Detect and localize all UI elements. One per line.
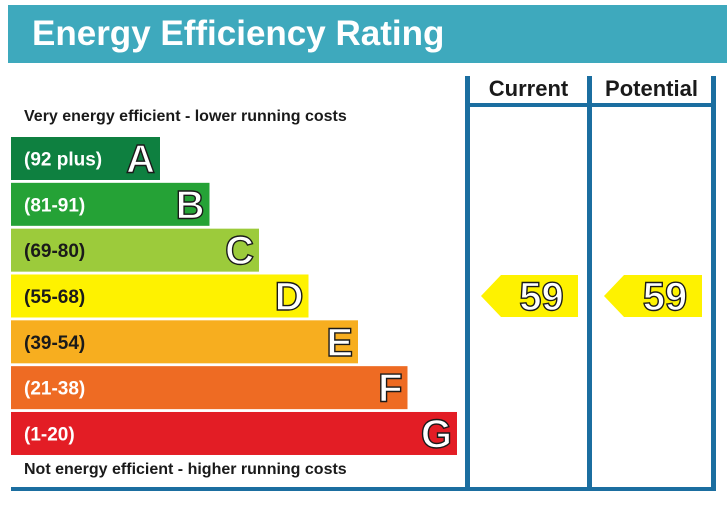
band-bar-a xyxy=(11,137,160,180)
band-range-label-d: (55-68) xyxy=(24,287,85,308)
band-bar-c xyxy=(11,228,259,272)
header-divider xyxy=(465,103,716,107)
band-letter-e: E xyxy=(326,321,353,365)
band-bar-f xyxy=(11,366,408,410)
frame-line-left xyxy=(465,76,470,490)
band-range-label-c: (69-80) xyxy=(24,241,85,262)
chart-title: Energy Efficiency Rating xyxy=(32,14,445,53)
band-letter-b: B xyxy=(176,183,205,227)
band-range-label-e: (39-54) xyxy=(24,333,85,354)
potential-column-header: Potential xyxy=(605,76,698,101)
band-bar-g xyxy=(11,411,457,455)
band-range-label-a: (92 plus) xyxy=(24,150,102,171)
band-range-label-f: (21-38) xyxy=(24,379,85,400)
potential-rating-value: 59 xyxy=(643,275,688,319)
band-letter-f: F xyxy=(378,367,402,411)
band-letter-a: A xyxy=(126,138,155,182)
bottom-border xyxy=(11,487,716,491)
band-range-label-b: (81-91) xyxy=(24,195,85,216)
top-caption: Very energy efficient - lower running co… xyxy=(24,108,347,125)
band-range-label-g: (1-20) xyxy=(24,424,75,445)
band-letter-g: G xyxy=(421,412,452,456)
band-bar-b xyxy=(11,182,210,226)
bottom-caption: Not energy efficient - higher running co… xyxy=(24,461,347,478)
band-letter-c: C xyxy=(225,229,254,273)
band-bar-e xyxy=(11,320,358,364)
current-column-header: Current xyxy=(488,76,569,101)
current-rating-arrow xyxy=(481,274,578,317)
current-rating-value: 59 xyxy=(519,275,564,319)
title-bar: Energy Efficiency Rating xyxy=(8,5,727,63)
frame-line-right xyxy=(711,76,716,490)
frame-line-middle xyxy=(587,76,592,490)
band-letter-d: D xyxy=(275,275,304,319)
band-bar-d xyxy=(11,274,309,318)
potential-rating-arrow xyxy=(604,274,702,317)
